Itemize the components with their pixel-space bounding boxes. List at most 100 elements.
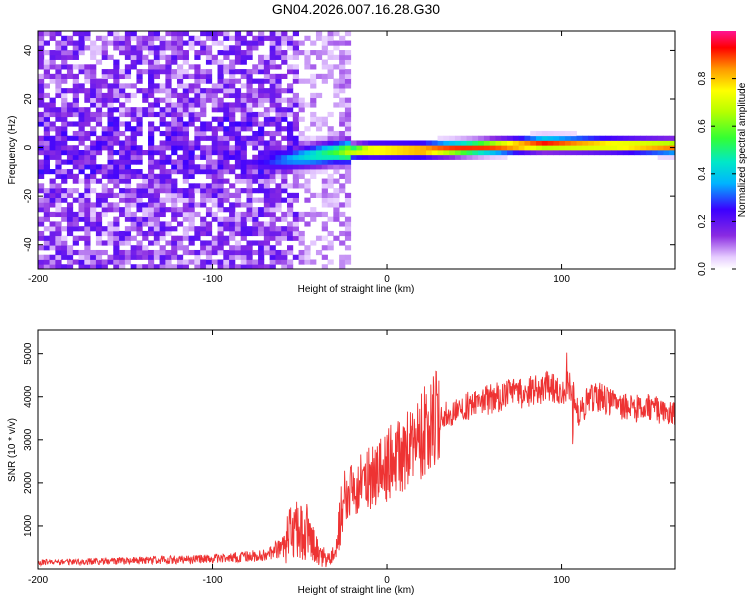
- spectrogram-cell: [304, 126, 311, 132]
- spectrogram-cell: [171, 73, 178, 79]
- spectrogram-cell: [148, 159, 155, 165]
- spectrogram-cell: [263, 116, 271, 122]
- spectrogram-cell: [188, 169, 195, 175]
- spectrogram-cell: [38, 254, 45, 260]
- spectrogram-cell: [200, 50, 207, 56]
- spectrogram-cell: [95, 164, 103, 170]
- spectrogram-cell: [165, 221, 172, 227]
- spectrogram-cell: [159, 83, 166, 89]
- spectrogram-cell: [211, 240, 218, 246]
- spectrogram-cell: [101, 169, 108, 175]
- spectrogram-cell: [472, 154, 479, 160]
- spectrogram-cell: [269, 164, 276, 170]
- spectrogram-cell: [107, 116, 114, 122]
- spectrogram-cell: [315, 50, 323, 56]
- spectrogram-cell: [72, 173, 79, 179]
- spectrogram-cell: [72, 226, 79, 232]
- spectrogram-cell: [275, 140, 282, 146]
- spectrogram-cell: [153, 111, 161, 118]
- spectrogram-cell: [49, 264, 56, 269]
- spectrogram-cell: [281, 135, 288, 141]
- spectrogram-cell: [107, 145, 114, 151]
- spectrogram-cell: [339, 202, 346, 208]
- spectrogram-cell: [570, 140, 577, 146]
- spectrogram-cell: [148, 107, 155, 113]
- spectrogram-cell: [159, 235, 166, 241]
- spectrogram-cell: [541, 135, 548, 141]
- spectrogram-cell: [327, 140, 334, 146]
- spectrogram-cell: [269, 121, 276, 127]
- spectrogram-cell: [107, 221, 114, 227]
- spectrogram-cell: [252, 221, 259, 227]
- spectrogram-cell: [408, 150, 415, 156]
- spectrogram-cell: [611, 140, 618, 146]
- spectrogram-cell: [229, 50, 236, 56]
- spectrogram-cell: [507, 135, 514, 141]
- spectrogram-cell: [200, 226, 207, 232]
- spectrogram-cell: [124, 154, 132, 160]
- spectrogram-cell: [663, 135, 670, 141]
- spectrogram-cell: [124, 140, 132, 146]
- spectrogram-cell: [200, 221, 207, 227]
- spectrogram-cell: [263, 54, 271, 60]
- spectrogram-cell: [252, 240, 259, 246]
- spectrogram-cell: [252, 259, 259, 265]
- spectrogram-cell: [269, 35, 276, 41]
- spectrogram-cell: [269, 135, 276, 141]
- spectrogram-cell: [304, 145, 311, 151]
- spectrogram-cell: [124, 211, 132, 218]
- spectrogram-cell: [356, 150, 363, 156]
- spectrogram-cell: [327, 150, 334, 156]
- spectrogram-cell: [344, 178, 352, 184]
- spectrogram-cell: [55, 235, 62, 241]
- spectrogram-cell: [176, 35, 184, 41]
- spectrogram-cell: [101, 249, 108, 256]
- spectrogram-cell: [205, 254, 213, 260]
- spectrogram-cell: [38, 45, 45, 51]
- spectrogram-cell: [344, 145, 352, 151]
- spectrogram-cell: [165, 178, 172, 184]
- spectrogram-cell: [124, 249, 132, 256]
- spectrogram-cell: [321, 154, 328, 160]
- spectrogram-cell: [84, 88, 91, 94]
- spectrogram-cell: [298, 140, 305, 146]
- spectrogram-cell: [182, 230, 189, 237]
- spectrogram-cell: [84, 221, 91, 227]
- spectrogram-cell: [234, 107, 242, 113]
- spectrogram-cell: [176, 126, 184, 132]
- spectrogram-cell: [223, 92, 230, 99]
- spectrogram-cell: [333, 102, 340, 108]
- spectrogram-cell: [113, 69, 120, 75]
- spectrogram-cell: [344, 50, 352, 56]
- spectrogram-cell: [258, 169, 265, 175]
- spectrogram-cell: [101, 240, 108, 246]
- spectrogram-cell: [246, 69, 253, 75]
- spectrogram-cell: [142, 254, 149, 260]
- spectrogram-cell: [66, 40, 74, 46]
- spectrogram-cell: [298, 154, 305, 160]
- spectrogram-cell: [194, 226, 201, 232]
- spectrogram-cell: [43, 102, 50, 108]
- spectrogram-cell: [217, 140, 224, 146]
- spectrogram-cell: [275, 230, 282, 237]
- spectrogram-cell: [107, 97, 114, 103]
- spectrogram-cell: [333, 54, 340, 60]
- colorbar-tick-label: 0.2: [697, 214, 708, 228]
- spectrogram-cell: [223, 264, 230, 269]
- spectrogram-cell: [49, 54, 56, 60]
- spectrogram-cell: [119, 111, 126, 118]
- spectrogram-cell: [229, 116, 236, 122]
- spectrogram-cell: [339, 259, 346, 265]
- spectrogram-cell: [142, 192, 149, 198]
- spectrogram-cell: [119, 88, 126, 94]
- spectrogram-cell: [298, 259, 305, 265]
- spectrogram-cell: [148, 230, 155, 237]
- spectrogram-cell: [211, 192, 218, 198]
- spectrogram-cell: [483, 140, 491, 146]
- spectrogram-cell: [148, 102, 155, 108]
- spectrogram-cell: [333, 235, 340, 241]
- spectrogram-cell: [593, 140, 601, 146]
- spectrogram-cell: [55, 183, 62, 189]
- spectrogram-cell: [269, 216, 276, 222]
- spectrogram-cell: [159, 178, 166, 184]
